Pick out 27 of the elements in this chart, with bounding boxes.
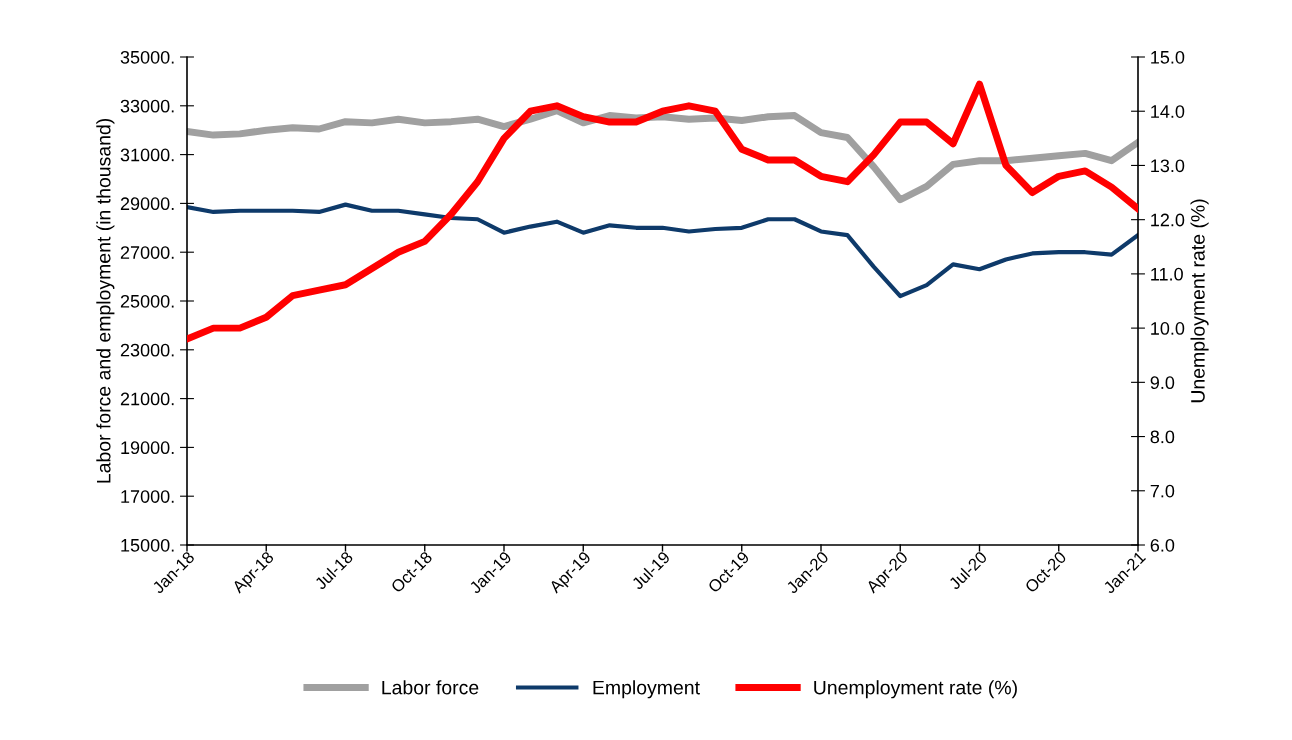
y-tick-label: 25000. [120, 294, 174, 308]
y-tick-label: 27000. [120, 246, 174, 259]
y-tick-label: 31000. [120, 148, 174, 162]
y2-tick-label: 12.0 [1151, 213, 1185, 227]
y2-tick-label: 15.0 [1151, 50, 1185, 64]
y2-axis-title: Unemployment rate (%) [1190, 199, 1209, 403]
line-series [187, 202, 1138, 299]
y2-tick-label: 13.0 [1151, 159, 1185, 173]
y-tick-label: 35000. [120, 50, 174, 64]
y2-tick-label: 7.0 [1150, 484, 1175, 498]
y2-tick-label: 14.0 [1151, 105, 1185, 118]
legend-label: Unemployment rate (%) [814, 680, 1017, 699]
y-tick-label: 17000. [121, 490, 174, 503]
y-tick-label: 23000. [120, 343, 174, 357]
y-axis-title: Labor force and employment (in thousand) [96, 118, 115, 483]
legend-label: Labor force [382, 680, 479, 695]
y-tick-label: 33000. [120, 99, 174, 113]
y-tick-label: 21000. [120, 392, 174, 406]
y2-tick-label: 6.0 [1150, 538, 1175, 552]
legend-label: Employment [593, 680, 700, 699]
y2-tick-label: 11.0 [1151, 267, 1183, 281]
y-tick-label: 15000. [121, 538, 174, 552]
y-tick-label: 19000. [121, 441, 174, 455]
y2-tick-label: 8.0 [1150, 430, 1175, 444]
y2-tick-label: 10.0 [1151, 322, 1185, 335]
y2-tick-label: 9.0 [1150, 376, 1175, 390]
y-tick-label: 29000. [120, 197, 174, 211]
